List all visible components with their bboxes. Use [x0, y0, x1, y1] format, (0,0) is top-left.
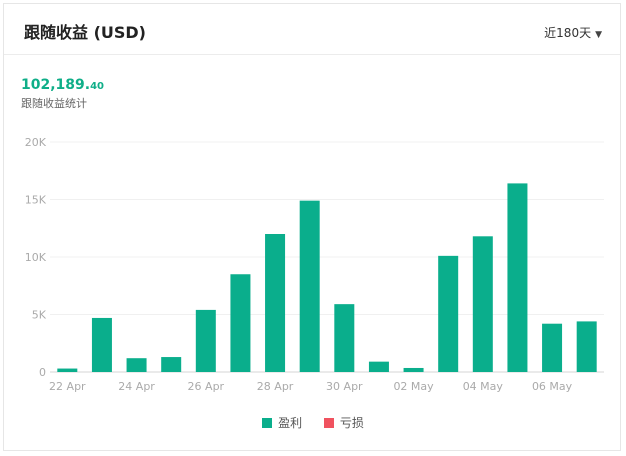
caret-down-icon: ▼ — [595, 30, 602, 40]
bar-profit[interactable] — [403, 367, 424, 372]
bar-profit[interactable] — [91, 317, 112, 372]
legend-swatch-loss — [323, 418, 334, 428]
bar-profit[interactable] — [542, 323, 563, 372]
x-tick-label: 30 Apr — [326, 380, 363, 393]
bar-profit[interactable] — [368, 361, 389, 372]
x-tick-label: 24 Apr — [118, 380, 155, 393]
legend-label-profit: 盈利 — [278, 416, 303, 430]
legend-label-loss: 亏损 — [339, 416, 364, 430]
y-axis-labels: 0 5K 10K 15K 20K — [25, 136, 47, 379]
y-tick-label: 10K — [25, 251, 47, 264]
bar-profit[interactable] — [126, 358, 147, 372]
x-tick-label: 06 May — [532, 380, 573, 393]
range-selector[interactable]: 近180天 ▼ — [544, 24, 602, 41]
bar-profit[interactable] — [161, 357, 182, 372]
bar-profit[interactable] — [438, 255, 459, 372]
bar-profit[interactable] — [472, 236, 493, 372]
bar-profit[interactable] — [576, 321, 597, 372]
bar-profit[interactable] — [230, 274, 251, 372]
x-tick-label: 26 Apr — [188, 380, 225, 393]
x-tick-label: 04 May — [463, 380, 504, 393]
bar-profit[interactable] — [265, 234, 286, 372]
total-decimals: 40 — [90, 81, 105, 92]
y-tick-label: 20K — [25, 136, 47, 149]
total-earnings: 102,189.40 — [21, 74, 104, 93]
bar-profit[interactable] — [334, 304, 355, 372]
legend-item-loss[interactable]: 亏损 — [323, 414, 364, 431]
bar-profit[interactable] — [195, 309, 216, 372]
total-label: 跟随收益统计 — [21, 97, 87, 110]
card-header: 跟随收益 (USD) 近180天 ▼ — [4, 4, 620, 55]
bar-profit[interactable] — [507, 183, 528, 372]
card-title: 跟随收益 (USD) — [24, 23, 146, 42]
legend-swatch-profit — [262, 418, 273, 428]
x-tick-label: 28 Apr — [257, 380, 294, 393]
x-tick-label: 02 May — [393, 380, 434, 393]
y-tick-label: 15K — [25, 194, 47, 207]
chart-legend: 盈利 亏损 — [0, 414, 626, 431]
x-tick-label: 22 Apr — [49, 380, 86, 393]
y-tick-label: 5K — [32, 309, 47, 322]
x-axis-labels: 22 Apr 24 Apr 26 Apr 28 Apr 30 Apr 02 May 04 M… — [49, 380, 573, 393]
bar-profit[interactable] — [299, 200, 320, 372]
legend-item-profit[interactable]: 盈利 — [262, 414, 302, 431]
chart-bars — [57, 183, 597, 372]
total-main: 102,189. — [21, 77, 91, 93]
y-tick-label: 0 — [39, 366, 46, 379]
bar-profit[interactable] — [57, 368, 78, 372]
range-label: 近180天 — [544, 26, 592, 40]
